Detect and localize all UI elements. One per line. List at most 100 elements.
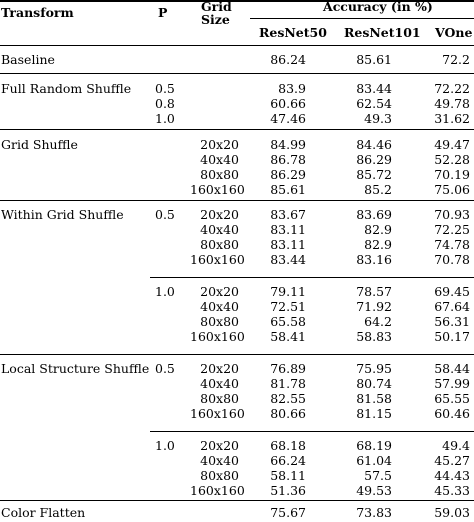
cell-r101: 75.95 (356, 361, 392, 376)
cell-transform: Local Structure Shuffle (1, 361, 150, 376)
cell-r101: 81.15 (356, 406, 392, 421)
cell-vone: 75.06 (434, 182, 470, 197)
cell-transform: Within Grid Shuffle (1, 207, 124, 222)
group-separator-5 (0, 500, 474, 501)
group-separator-3 (0, 200, 474, 201)
cell-r101: 83.16 (356, 252, 392, 267)
cell-r101: 61.04 (356, 453, 392, 468)
cell-grid: 40x40 (200, 152, 239, 167)
cell-r101: 78.57 (356, 284, 392, 299)
cell-grid: 80x80 (200, 468, 239, 483)
cell-r101: 49.3 (364, 111, 392, 126)
cell-transform: Full Random Shuffle (1, 81, 132, 96)
cell-r101: 62.54 (356, 96, 392, 111)
cell-r50: 83.11 (270, 222, 306, 237)
cell-transform: Baseline (1, 52, 55, 67)
cell-r50: 85.61 (270, 182, 306, 197)
cell-vone: 49.47 (434, 137, 470, 152)
cell-vone: 69.45 (434, 284, 470, 299)
cell-grid: 80x80 (200, 391, 239, 406)
cell-grid: 80x80 (200, 167, 239, 182)
cell-grid: 40x40 (200, 453, 239, 468)
subgroup-separator-2 (150, 431, 474, 432)
cell-vone: 72.25 (434, 222, 470, 237)
cell-grid: 20x20 (200, 361, 239, 376)
header-bottom-rule (0, 45, 474, 46)
subgroup-separator-1 (150, 277, 474, 278)
cell-grid: 20x20 (200, 207, 239, 222)
cell-r50: 65.58 (270, 314, 306, 329)
cell-grid: 40x40 (200, 222, 239, 237)
cell-r101: 83.44 (356, 81, 392, 96)
cell-r101: 81.58 (356, 391, 392, 406)
cell-r50: 82.55 (270, 391, 306, 406)
cell-vone: 45.27 (434, 453, 470, 468)
group-separator-1 (0, 73, 474, 74)
cell-vone: 56.31 (434, 314, 470, 329)
cell-vone: 60.46 (434, 406, 470, 421)
cell-r50: 83.44 (270, 252, 306, 267)
cell-vone: 70.78 (434, 252, 470, 267)
cell-r101: 84.46 (356, 137, 392, 152)
cell-vone: 44.43 (434, 468, 470, 483)
cell-vone: 72.2 (442, 52, 470, 67)
cell-r50: 58.41 (270, 329, 306, 344)
cell-grid: 80x80 (200, 314, 239, 329)
cell-r50: 81.78 (270, 376, 306, 391)
cell-r101: 57.5 (364, 468, 392, 483)
cell-p: 1.0 (155, 438, 175, 453)
cell-p: 0.5 (155, 81, 175, 96)
cell-r50: 86.78 (270, 152, 306, 167)
cell-r101: 64.2 (364, 314, 392, 329)
cell-p: 1.0 (155, 284, 175, 299)
cell-r50: 83.9 (278, 81, 306, 96)
cell-vone: 70.19 (434, 167, 470, 182)
header-transform: Transform (1, 5, 74, 20)
cell-p: 0.5 (155, 207, 175, 222)
cell-r50: 84.99 (270, 137, 306, 152)
cell-grid: 160x160 (190, 329, 245, 344)
cell-p: 0.8 (155, 96, 175, 111)
cell-grid: 20x20 (200, 438, 239, 453)
top-rule (0, 0, 474, 2)
cell-vone: 52.28 (434, 152, 470, 167)
cell-transform: Color Flatten (1, 505, 86, 520)
cell-r101: 85.72 (356, 167, 392, 182)
cell-r50: 83.11 (270, 237, 306, 252)
cell-r50: 66.24 (270, 453, 306, 468)
cell-grid: 160x160 (190, 483, 245, 498)
cell-vone: 65.55 (434, 391, 470, 406)
cell-r101: 71.92 (356, 299, 392, 314)
cell-r50: 79.11 (270, 284, 306, 299)
cell-r50: 86.24 (270, 52, 306, 67)
cell-r50: 75.67 (270, 505, 306, 520)
cell-r50: 60.66 (270, 96, 306, 111)
header-model-resnet101: ResNet101 (344, 25, 421, 40)
cell-vone: 49.78 (434, 96, 470, 111)
cell-r101: 80.74 (356, 376, 392, 391)
cell-r101: 58.83 (356, 329, 392, 344)
cell-vone: 72.22 (434, 81, 470, 96)
header-accuracy: Accuracy (in %) (323, 0, 433, 14)
cell-transform: Grid Shuffle (1, 137, 78, 152)
cell-vone: 58.44 (434, 361, 470, 376)
cell-vone: 57.99 (434, 376, 470, 391)
header-grid-size-line2: Size (201, 12, 230, 27)
cell-r101: 83.69 (356, 207, 392, 222)
header-p: P (158, 5, 168, 20)
cell-r101: 86.29 (356, 152, 392, 167)
cell-grid: 160x160 (190, 406, 245, 421)
cell-r101: 49.53 (356, 483, 392, 498)
cell-p: 0.5 (155, 361, 175, 376)
accuracy-underline (250, 18, 474, 19)
cell-r50: 83.67 (270, 207, 306, 222)
header-model-vone: VOne (435, 25, 473, 40)
cell-r101: 73.83 (356, 505, 392, 520)
cell-vone: 45.33 (434, 483, 470, 498)
cell-r50: 68.18 (270, 438, 306, 453)
cell-r50: 58.11 (270, 468, 306, 483)
cell-r50: 86.29 (270, 167, 306, 182)
cell-r50: 47.46 (270, 111, 306, 126)
cell-vone: 49.4 (442, 438, 470, 453)
